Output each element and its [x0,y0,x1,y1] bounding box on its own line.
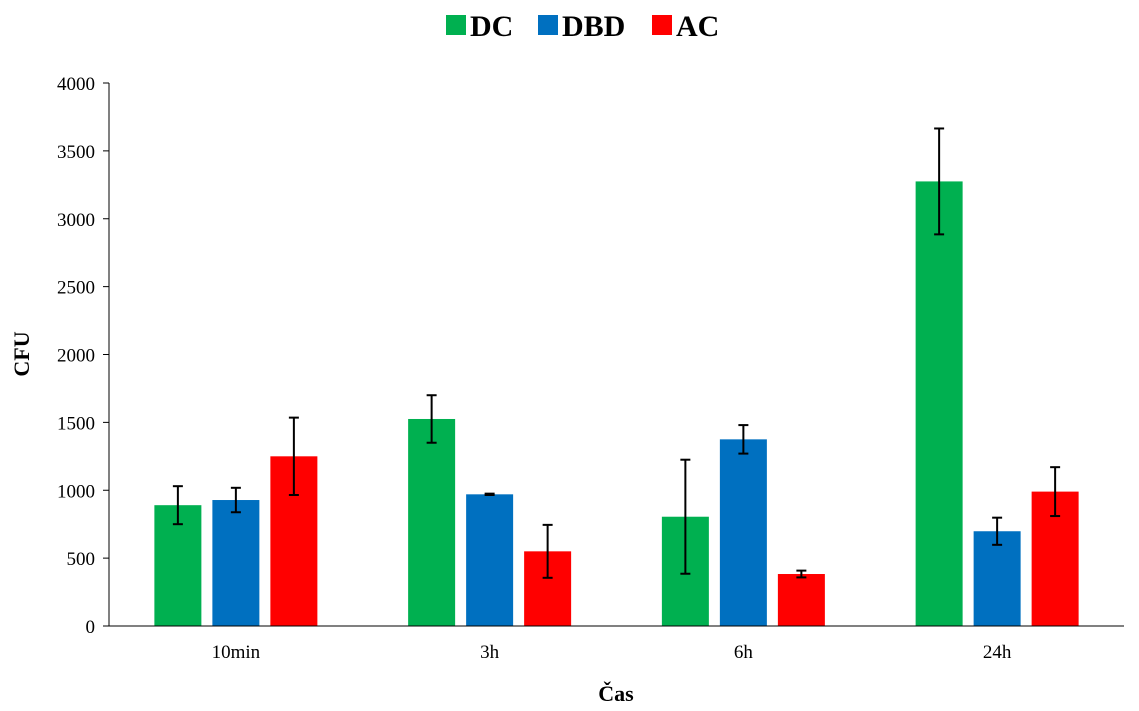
y-tick-label: 3500 [57,142,95,163]
y-axis-title: CFU [9,331,34,376]
error-bar-dbd-3h [484,492,495,497]
error-bar-dc-10min [172,485,183,526]
error-bars [172,127,1061,579]
error-bar-dc-24h [934,127,945,236]
legend-swatch-ac [652,15,672,35]
x-tick-label: 10min [212,642,261,663]
bar-dbd-24h [973,531,1021,626]
y-tick-label: 2000 [57,346,95,367]
bar-dbd-10min [212,500,260,626]
error-bar-dc-3h [426,394,437,444]
bars [154,181,1079,626]
error-bar-ac-3h [542,523,553,579]
error-bar-ac-24h [1050,466,1061,518]
bar-dbd-6h [719,439,767,626]
bar-dc-10min [154,505,202,626]
bar-dbd-3h [466,494,514,626]
x-tick-label: 6h [734,642,754,663]
error-bar-dbd-24h [992,516,1003,546]
y-tick-label: 500 [67,549,96,570]
legend-swatch-dbd [538,15,558,35]
error-bar-dbd-6h [738,424,749,455]
x-axis-title: Čas [598,681,634,706]
error-bar-ac-6h [796,569,807,579]
error-bar-dbd-10min [230,486,241,514]
y-tick-label: 0 [86,617,96,638]
y-tick-label: 2500 [57,278,95,299]
legend-label-dbd: DBD [562,10,625,43]
y-axis-ticks: 0 500 1000 1500 2000 2500 3000 3500 4000 [57,74,109,638]
error-bar-ac-10min [288,416,299,497]
legend-swatch-dc [446,15,466,35]
y-tick-label: 4000 [57,74,95,95]
legend-label-ac: AC [676,10,719,43]
x-tick-label: 24h [983,642,1012,663]
legend: DC DBD AC [446,10,719,43]
bar-ac-6h [777,574,825,626]
legend-label-dc: DC [470,10,513,43]
error-bar-dc-6h [680,458,691,575]
y-tick-label: 1500 [57,413,95,434]
x-tick-label: 3h [480,642,500,663]
bar-dc-24h [915,181,963,626]
y-tick-label: 1000 [57,481,95,502]
y-tick-label: 3000 [57,210,95,231]
x-axis-ticks: 10min 3h 6h 24h [212,642,1012,663]
bar-dc-3h [408,418,456,626]
